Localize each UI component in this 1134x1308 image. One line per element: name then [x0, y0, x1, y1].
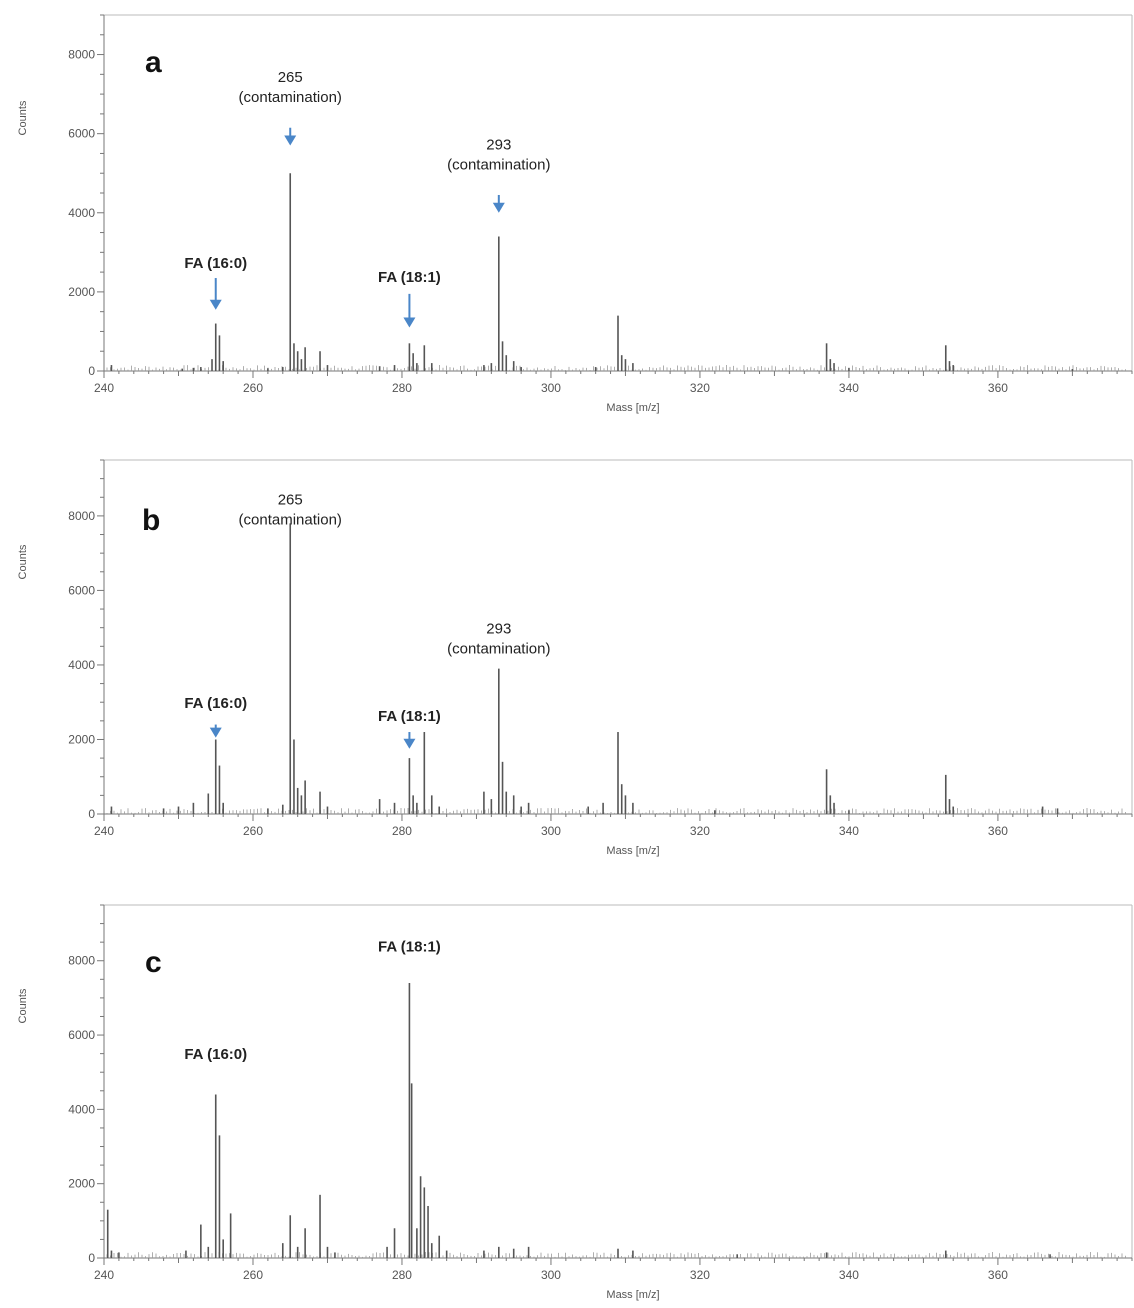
x-tick-label: 260: [243, 381, 263, 395]
y-tick-label: 8000: [68, 509, 95, 523]
y-tick-label: 0: [88, 364, 95, 378]
x-tick-label: 360: [988, 1268, 1008, 1282]
x-tick-label: 260: [243, 824, 263, 838]
x-tick-label: 240: [94, 1268, 114, 1282]
x-tick-label: 300: [541, 1268, 561, 1282]
annotation-label: (contamination): [239, 512, 342, 529]
y-tick-label: 2000: [68, 285, 95, 299]
peak-annotation: 265 (contamination): [239, 69, 342, 146]
x-tick-label: 260: [243, 1268, 263, 1282]
arrow-down-icon: [403, 317, 416, 328]
annotation-label: 265: [278, 69, 303, 86]
spectrum-peaks: [106, 983, 1051, 1258]
y-tick-label: 4000: [68, 206, 95, 220]
panel-letter: b: [142, 504, 160, 537]
x-tick-label: 320: [690, 824, 710, 838]
baseline-noise: [106, 365, 1126, 371]
baseline-noise: [106, 808, 1126, 814]
x-tick-label: 240: [94, 824, 114, 838]
y-tick-label: 2000: [68, 732, 95, 746]
peak-annotation: 265 (contamination): [239, 492, 342, 529]
annotation-label: (contamination): [239, 89, 342, 106]
panel-c: 0 2000 4000 6000 8000 240 260 280 300 320 340 360 Ma…: [17, 904, 1133, 1301]
arrow-down-icon: [209, 727, 222, 738]
spectrum-peaks: [110, 523, 1059, 814]
y-tick-label: 6000: [68, 127, 95, 141]
y-tick-label: 4000: [68, 1102, 95, 1116]
panel-letter: c: [145, 946, 162, 979]
arrow-down-icon: [403, 738, 416, 749]
peak-annotation: FA (18:1): [378, 938, 441, 955]
peak-annotation: FA (18:1): [378, 269, 441, 328]
peak-annotation: 293 (contamination): [447, 136, 551, 213]
y-tick-label: 0: [88, 807, 95, 821]
peak-annotation: FA (16:0): [184, 695, 247, 738]
y-tick-label: 0: [88, 1251, 95, 1265]
arrow-down-icon: [492, 202, 505, 213]
arrow-down-icon: [284, 135, 297, 146]
annotation-label: (contamination): [447, 156, 550, 173]
y-tick-label: 6000: [68, 1028, 95, 1042]
spectrum-peaks: [110, 173, 1074, 371]
annotation-label: FA (18:1): [378, 938, 441, 955]
x-tick-label: 300: [541, 381, 561, 395]
x-tick-label: 360: [988, 824, 1008, 838]
x-tick-label: 280: [392, 1268, 412, 1282]
y-tick-label: 4000: [68, 658, 95, 672]
x-axis-title: Mass [m/z]: [606, 402, 659, 414]
annotation-label: FA (16:0): [184, 695, 247, 712]
peak-annotation: FA (16:0): [184, 1046, 247, 1063]
arrow-down-icon: [209, 299, 222, 310]
y-tick-label: 2000: [68, 1177, 95, 1191]
x-tick-label: 300: [541, 824, 561, 838]
x-tick-label: 280: [392, 381, 412, 395]
peak-annotation: FA (16:0): [184, 255, 247, 310]
annotation-label: FA (16:0): [184, 1046, 247, 1063]
annotation-label: (contamination): [447, 640, 550, 657]
x-axis-title: Mass [m/z]: [606, 845, 659, 857]
y-tick-label: 8000: [68, 48, 95, 62]
annotation-label: FA (18:1): [378, 269, 441, 286]
x-tick-label: 340: [839, 824, 859, 838]
x-tick-label: 240: [94, 381, 114, 395]
peak-annotation: 293 (contamination): [447, 620, 550, 657]
y-tick-label: 8000: [68, 954, 95, 968]
panel-b: 0 2000 4000 6000 8000 240 260 280 300 320 340 360 Ma…: [17, 459, 1133, 857]
panel-a: 0 2000 4000 6000 8000 240 260 280 300 320 340 360 Ma…: [17, 14, 1133, 414]
panel-letter: a: [145, 46, 162, 79]
y-axis-title: Counts: [17, 100, 29, 135]
baseline-noise: [106, 1252, 1126, 1258]
y-tick-label: 6000: [68, 583, 95, 597]
y-axis-title: Counts: [17, 988, 29, 1023]
x-tick-label: 340: [839, 1268, 859, 1282]
x-axis-title: Mass [m/z]: [606, 1289, 659, 1301]
x-tick-label: 360: [988, 381, 1008, 395]
annotation-label: FA (18:1): [378, 708, 441, 725]
x-tick-label: 320: [690, 1268, 710, 1282]
y-axis-title: Counts: [17, 544, 29, 579]
annotation-label: 293: [486, 136, 511, 153]
x-tick-label: 280: [392, 824, 412, 838]
annotation-label: 265: [278, 492, 303, 509]
x-tick-label: 320: [690, 381, 710, 395]
peak-annotation: FA (18:1): [378, 708, 441, 749]
annotation-label: FA (16:0): [184, 255, 247, 272]
x-tick-label: 340: [839, 381, 859, 395]
annotation-label: 293: [486, 620, 511, 637]
